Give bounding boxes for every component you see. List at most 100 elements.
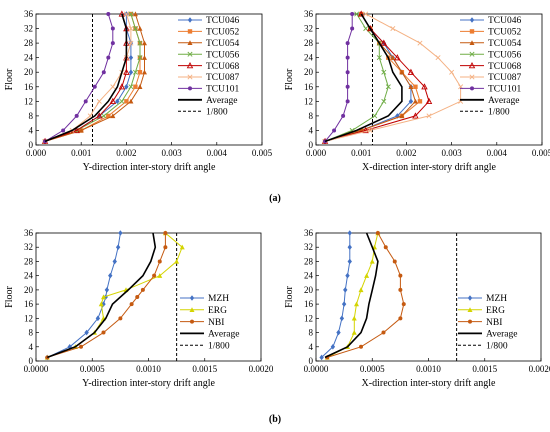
x-axis-label: Y-direction inter-story drift angle <box>82 378 215 389</box>
data-point <box>132 26 138 32</box>
x-tick-label: 0.000 <box>26 148 47 158</box>
y-tick-label: 12 <box>304 96 313 106</box>
y-tick-label: 20 <box>304 67 314 77</box>
legend-marker <box>469 51 475 57</box>
data-point <box>383 245 388 250</box>
legend-marker <box>467 307 473 312</box>
series-line <box>44 13 128 143</box>
legend-label: TCU101 <box>206 85 240 95</box>
data-point <box>118 230 123 236</box>
x-tick-label: 0.005 <box>532 148 550 158</box>
y-tick-label: 28 <box>24 38 34 48</box>
data-point <box>350 12 355 16</box>
legend-label: TCU068 <box>206 62 240 72</box>
data-point <box>123 11 129 17</box>
data-point <box>137 84 143 89</box>
y-tick-label: 20 <box>304 285 314 295</box>
data-point <box>362 126 369 134</box>
legend-marker <box>187 29 193 34</box>
x-tick-label: 0.002 <box>116 148 136 158</box>
x-tick-label: 0.0010 <box>136 364 161 374</box>
x-tick-label: 0.001 <box>351 148 371 158</box>
data-point <box>381 330 386 335</box>
legend-marker <box>470 86 474 91</box>
legend-label: TCU101 <box>488 85 522 95</box>
data-point <box>435 55 441 61</box>
data-point <box>417 40 423 46</box>
y-tick-label: 16 <box>304 299 314 309</box>
x-tick-label: 0.0010 <box>416 364 441 374</box>
legend-label: TCU052 <box>206 28 240 38</box>
data-point <box>369 258 375 264</box>
series-line <box>44 13 145 142</box>
data-point <box>132 69 138 75</box>
data-point <box>137 55 143 61</box>
data-point <box>128 69 134 76</box>
data-point <box>109 97 117 104</box>
y-tick-label: 36 <box>24 9 34 19</box>
data-point <box>106 113 111 119</box>
y-tick-label: 0 <box>309 140 314 150</box>
data-point <box>385 84 391 90</box>
y-tick-label: 32 <box>24 242 33 252</box>
data-point <box>174 258 180 264</box>
data-point <box>128 84 134 90</box>
data-point <box>347 244 352 251</box>
data-point <box>408 84 414 89</box>
data-point <box>132 11 138 17</box>
y-tick-label: 12 <box>304 313 313 323</box>
series-erg <box>44 230 185 360</box>
data-point <box>343 287 348 293</box>
data-point <box>115 98 120 105</box>
y-axis-label: Floor <box>4 285 15 307</box>
data-point <box>163 231 168 235</box>
data-point <box>407 68 415 75</box>
x-axis-label: Y-direction inter-story drift angle <box>83 162 216 173</box>
data-point <box>128 26 134 32</box>
series-line <box>324 13 462 142</box>
legend-marker <box>189 295 195 301</box>
series-line <box>321 233 351 358</box>
data-point <box>399 69 405 75</box>
data-point <box>347 230 352 236</box>
y-tick-label: 0 <box>29 356 34 366</box>
data-point <box>101 113 107 119</box>
legend-label: MZH <box>208 294 229 304</box>
y-tick-label: 4 <box>29 342 34 352</box>
legend-label: TCU046 <box>206 16 240 26</box>
legend-marker <box>469 29 475 34</box>
x-tick-label: 0.0020 <box>529 364 550 374</box>
plot-frame <box>35 13 263 146</box>
legend-label: NBI <box>208 318 224 328</box>
y-tick-label: 28 <box>304 256 314 266</box>
data-point <box>345 84 350 89</box>
data-point <box>179 244 185 250</box>
series-average <box>47 232 157 359</box>
data-point <box>376 55 382 61</box>
series-nbi <box>325 231 406 360</box>
data-point <box>319 354 324 361</box>
series-line <box>324 13 389 142</box>
chart-b-left: 0 4 8 12 16 20 24 28 32 36 0.0000 0.0005 0.0010 0.001… <box>4 228 274 389</box>
data-point <box>358 287 364 293</box>
data-point <box>67 343 72 350</box>
y-tick-label: 16 <box>24 299 34 309</box>
data-point <box>341 113 346 118</box>
legend-marker <box>190 319 194 324</box>
y-tick-label: 20 <box>24 67 34 77</box>
legend-label: TCU054 <box>488 39 522 49</box>
data-point <box>354 11 360 17</box>
legend-label: TCU056 <box>206 50 240 60</box>
legend-label: TCU056 <box>488 50 522 60</box>
data-point <box>106 12 111 16</box>
data-point <box>110 113 116 119</box>
legend-label: 1/800 <box>488 107 510 117</box>
x-tick-label: 0.001 <box>71 148 91 158</box>
data-point <box>363 11 369 17</box>
legend-label: TCU087 <box>206 73 240 83</box>
data-point <box>399 113 405 119</box>
y-tick-label: 24 <box>304 271 314 281</box>
